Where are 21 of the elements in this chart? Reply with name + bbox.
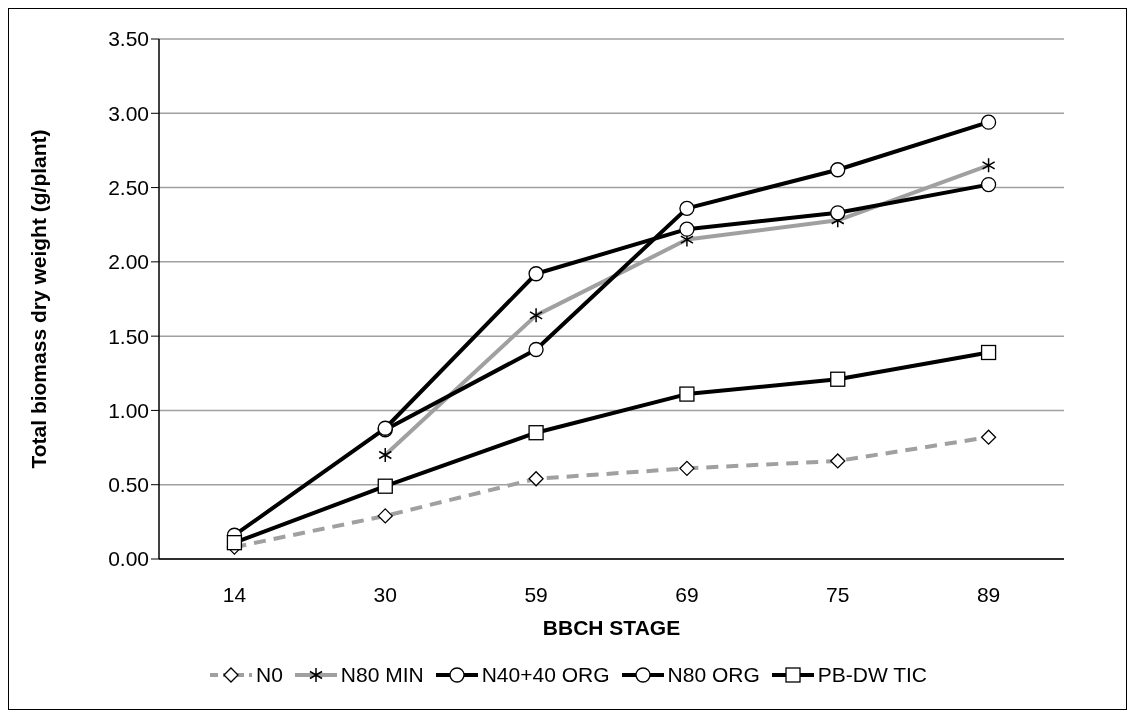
x-tick-label: 89 (976, 582, 1001, 606)
x-tick-label: 59 (524, 582, 548, 606)
x-tick-label: 30 (373, 582, 397, 606)
legend-label: N80 ORG (667, 663, 760, 687)
y-tick-label: 2.50 (108, 176, 149, 200)
x-axis-title: BBCH STAGE (542, 616, 681, 639)
legend-label: N80 MIN (340, 663, 424, 687)
legend-label: PB-DW TIC (817, 663, 928, 687)
y-axis-title: Total biomass dry weight (g/plant) (27, 129, 51, 469)
y-tick-label: 0.50 (108, 473, 149, 497)
y-tick-label: 3.50 (108, 27, 149, 51)
y-tick-label: 2.00 (108, 250, 149, 274)
x-tick-label: 69 (675, 582, 699, 606)
y-tick-label: 1.50 (108, 324, 149, 348)
legend-label: N40+40 ORG (481, 663, 610, 687)
legend-label: N0 (255, 663, 283, 687)
x-tick-label: 75 (826, 582, 850, 606)
y-tick-label: 1.00 (108, 398, 149, 422)
y-tick-label: 0.00 (108, 547, 149, 571)
x-tick-label: 14 (222, 582, 247, 606)
y-tick-label: 3.00 (108, 101, 149, 125)
